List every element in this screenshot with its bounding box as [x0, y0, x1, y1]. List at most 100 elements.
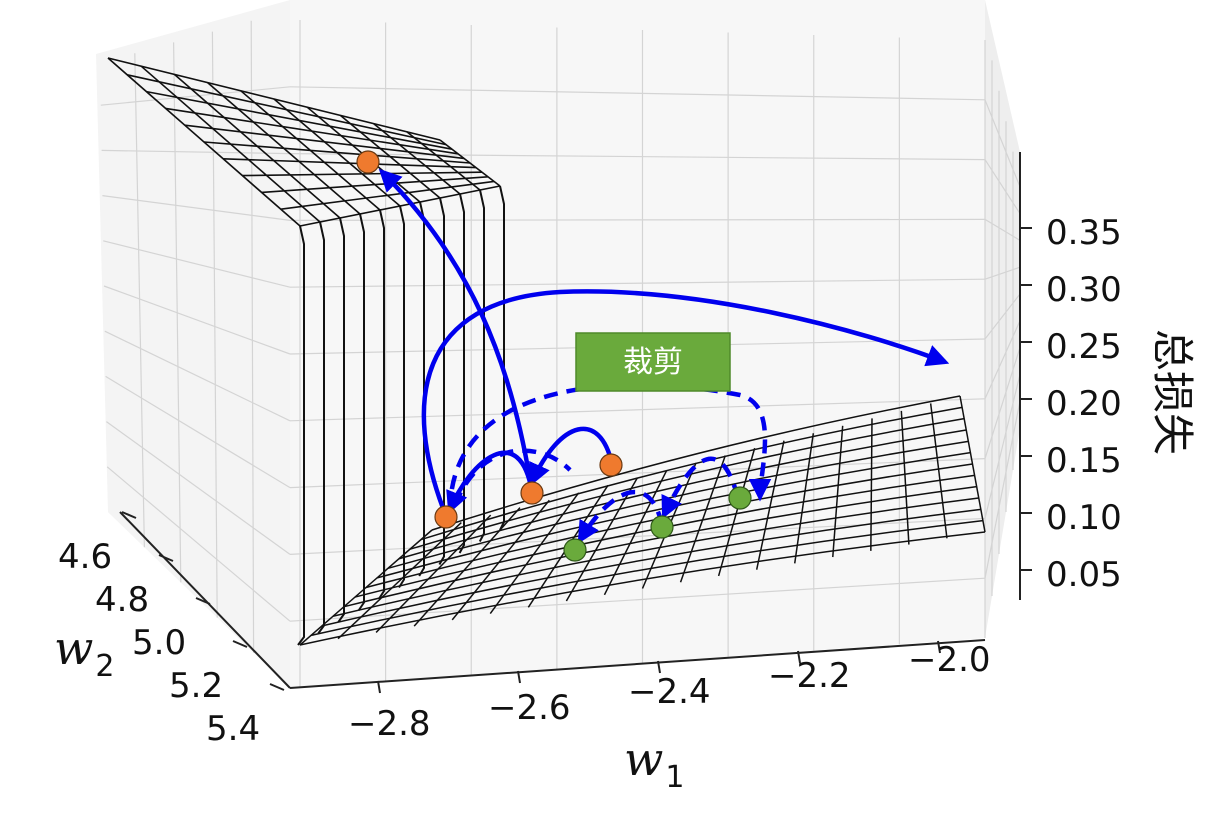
z-axis-label: 总损失 — [1148, 329, 1197, 455]
back-grid-h — [289, 153, 986, 161]
loss-surface — [107, 57, 986, 646]
back-grid-h — [289, 577, 986, 622]
y-tick-label: 5.0 — [132, 623, 186, 663]
left-grid-h — [100, 86, 291, 106]
back-grid-h — [289, 458, 986, 489]
cliff-curve — [458, 193, 465, 554]
surface-line — [339, 114, 441, 199]
z-tick-label: 0.15 — [1046, 441, 1122, 481]
surface-line — [439, 139, 501, 187]
y-tick-label: 5.4 — [206, 709, 260, 749]
right-grid-h — [984, 159, 1021, 214]
dashed-trajectory-point — [650, 515, 674, 539]
x-tick-mark — [797, 650, 801, 664]
x-tick-mark — [657, 660, 661, 674]
surface-line — [413, 507, 521, 627]
surface-line — [398, 429, 967, 560]
solid-arrow — [421, 289, 950, 517]
left-grid-h — [106, 421, 291, 555]
left-grid-v — [250, 20, 255, 653]
surface-line — [451, 499, 550, 621]
solid-trajectory-point — [599, 453, 623, 477]
left-grid-v — [134, 53, 145, 548]
surface-line — [755, 440, 785, 570]
left-grid-h — [105, 375, 291, 489]
surface-line — [207, 81, 361, 215]
y-tick-mark — [232, 640, 248, 648]
y-axis-line — [119, 511, 291, 689]
surface-line — [332, 497, 979, 617]
right-grid-h — [984, 401, 1021, 579]
cliff-curve — [478, 189, 485, 542]
surface-line — [489, 492, 580, 615]
surface-line — [929, 403, 948, 539]
surface-line — [431, 395, 961, 531]
surface-line — [406, 131, 481, 191]
surface-line — [717, 447, 756, 577]
solid-arrow — [378, 168, 533, 481]
y-axis-label: w2 — [54, 621, 114, 684]
y-tick-mark — [195, 597, 211, 605]
surface-line — [299, 531, 986, 646]
clip-annotation: 裁剪 — [575, 332, 731, 392]
y-tick-mark — [269, 683, 285, 691]
surface-line — [173, 73, 341, 219]
solid-trajectory-point — [434, 505, 458, 529]
left-grid-h — [103, 285, 291, 355]
y-tick-mark — [158, 554, 174, 562]
x-tick-mark — [937, 640, 941, 654]
y-tick-label: 4.8 — [95, 580, 149, 620]
y-tick-mark — [121, 511, 137, 519]
left-grid-h — [102, 195, 291, 221]
right-grid-h — [984, 218, 1021, 241]
x-axis-label: w1 — [624, 732, 684, 795]
z-tick-label: 0.30 — [1046, 270, 1122, 310]
dashed-arrow — [577, 490, 665, 544]
solid-arrow — [529, 426, 615, 487]
x-tick-label: −2.4 — [628, 672, 711, 712]
trajectory-arrows — [378, 168, 950, 544]
z-tick-label: 0.20 — [1046, 384, 1122, 424]
z-tick-label: 0.05 — [1046, 555, 1122, 595]
back-grid-h — [289, 86, 986, 101]
trajectory-points — [356, 150, 752, 562]
x-tick-label: −2.2 — [768, 656, 851, 696]
dashed-trajectory-point — [728, 486, 752, 510]
right-grid-h — [984, 374, 1021, 519]
dashed-trajectory-point — [563, 538, 587, 562]
back-grid-h — [289, 398, 986, 422]
x-tick-mark — [377, 680, 381, 694]
solid-trajectory-point — [520, 481, 544, 505]
left-grid-h — [106, 466, 291, 622]
back-grid-h — [289, 218, 986, 221]
z-tick-label: 0.35 — [1046, 213, 1122, 253]
right-grid-h — [984, 266, 1021, 280]
right-grid-h — [984, 99, 1021, 188]
cliff-curve — [377, 209, 385, 600]
surface-line — [240, 90, 381, 211]
dashed-arrow — [447, 382, 772, 513]
surface-line — [375, 514, 492, 633]
x-tick-label: −2.6 — [488, 688, 571, 728]
dashed-arrow — [661, 456, 741, 520]
right-grid-h — [984, 347, 1021, 459]
cliff-curve — [499, 185, 505, 531]
surface-line — [140, 65, 321, 223]
surface-line — [793, 433, 815, 564]
clip-label-box — [575, 332, 731, 392]
left-pane — [96, 0, 290, 688]
x-tick-label: −2.0 — [908, 640, 991, 680]
cliff-curve — [357, 213, 365, 612]
x-tick-mark — [517, 670, 521, 684]
cliff-curve — [297, 225, 305, 646]
axes: 0.35 0.30 0.25 0.20 0.15 0.10 0.05 4.64.85.05.2… — [58, 152, 1122, 749]
back-grid-h — [289, 278, 986, 288]
x-tick-label: −2.8 — [348, 704, 431, 744]
surface-line — [832, 425, 844, 558]
y-tick-label: 5.2 — [169, 666, 223, 706]
z-tick-label: 0.10 — [1046, 498, 1122, 538]
surface-line — [373, 122, 461, 195]
right-pane — [985, 0, 1020, 638]
left-grid-h — [103, 240, 291, 288]
